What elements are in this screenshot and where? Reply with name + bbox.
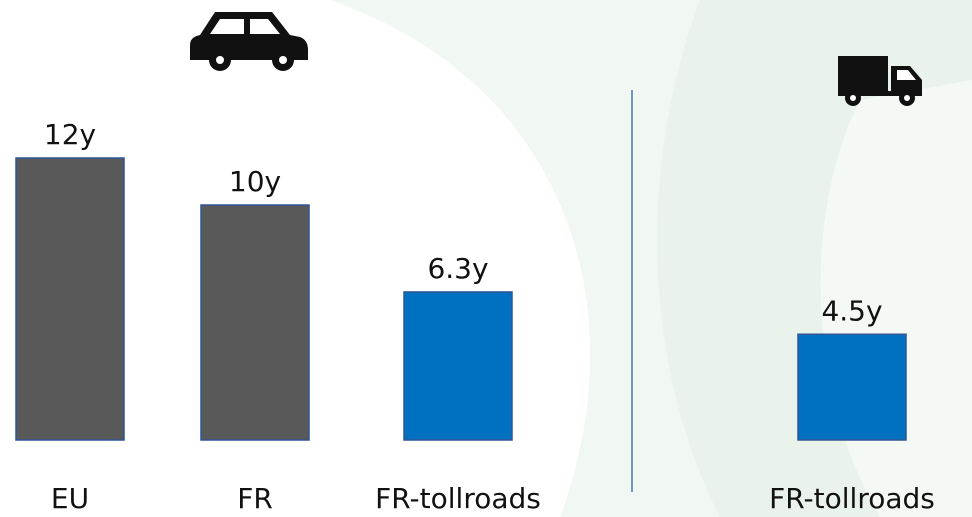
value-label: 12y [44,118,96,151]
category-label: EU [51,482,89,515]
bar [403,291,513,441]
category-label: FR-tollroads [375,482,541,515]
truck-cargo [838,56,888,91]
truck-hub [850,95,856,101]
truck-window [897,70,916,80]
bar [15,157,125,441]
truck-chassis [838,91,922,96]
car-windows [210,19,280,34]
bar [200,204,310,441]
truck-icon [838,56,922,106]
car-icon [190,12,308,71]
value-label: 10y [229,165,281,198]
value-label: 6.3y [427,252,488,285]
car-hub [216,56,224,64]
value-label: 4.5y [821,294,882,327]
category-label: FR [237,482,273,515]
category-label: FR-tollroads [769,482,935,515]
truck-hub [904,95,910,101]
bar [797,333,907,441]
car-hub [279,56,287,64]
